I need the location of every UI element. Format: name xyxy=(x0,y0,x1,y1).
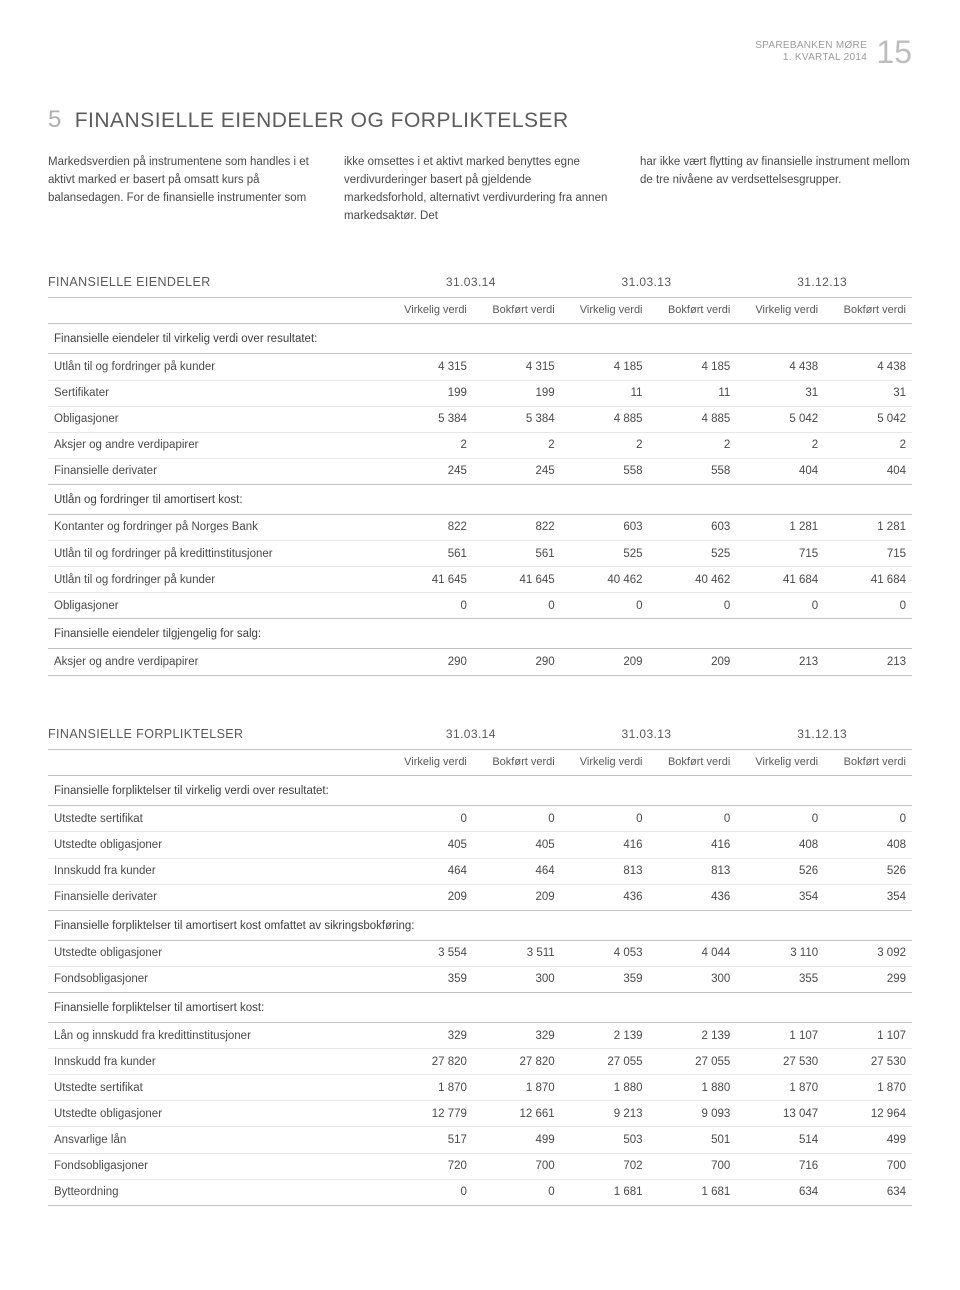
table-row: Innskudd fra kunder464464813813526526 xyxy=(48,858,912,884)
note-title: 5 FINANSIELLE EIENDELER OG FORPLIKTELSER xyxy=(48,103,912,137)
table-row: Utlån til og fordringer på kunder4 3154 … xyxy=(48,354,912,380)
table-row: Obligasjoner5 3845 3844 8854 8855 0425 0… xyxy=(48,406,912,432)
section-heading: Finansielle forpliktelser til virkelig v… xyxy=(48,776,912,806)
section-heading: Utlån og fordringer til amortisert kost: xyxy=(48,484,912,514)
table-row: Utstedte obligasjoner3 5543 5114 0534 04… xyxy=(48,940,912,966)
table-financial-assets: FINANSIELLE EIENDELER 31.03.14 31.03.13 … xyxy=(48,268,912,676)
col-bokfort: Bokført verdi xyxy=(473,750,561,776)
col-virkelig: Virkelig verdi xyxy=(736,298,824,324)
table-row: Fondsobligasjoner720700702700716700 xyxy=(48,1153,912,1179)
table2-date-0: 31.03.14 xyxy=(385,720,561,750)
table-financial-liabilities: FINANSIELLE FORPLIKTELSER 31.03.14 31.03… xyxy=(48,720,912,1206)
table-row: Kontanter og fordringer på Norges Bank82… xyxy=(48,514,912,540)
section-heading: Finansielle forpliktelser til amortisert… xyxy=(48,992,912,1022)
table-row: Finansielle derivater245245558558404404 xyxy=(48,458,912,484)
table-row: Innskudd fra kunder27 82027 82027 05527 … xyxy=(48,1049,912,1075)
brand-line-1: SPAREBANKEN MØRE xyxy=(755,40,867,51)
table-row: Aksjer og andre verdipapirer222222 xyxy=(48,432,912,458)
intro-col-1: Markedsverdien på instrumentene som hand… xyxy=(48,154,320,225)
col-bokfort: Bokført verdi xyxy=(824,298,912,324)
col-bokfort: Bokført verdi xyxy=(473,298,561,324)
table-row: Lån og innskudd fra kredittinstitusjoner… xyxy=(48,1023,912,1049)
note-number: 5 xyxy=(48,103,61,137)
brand-line-2: 1. KVARTAL 2014 xyxy=(783,52,867,63)
intro-col-3: har ikke vært flytting av finansielle in… xyxy=(640,154,912,225)
page-header: SPAREBANKEN MØRE 1. KVARTAL 2014 15 xyxy=(48,30,912,75)
col-bokfort: Bokført verdi xyxy=(824,750,912,776)
col-bokfort: Bokført verdi xyxy=(649,298,737,324)
table1-date-1: 31.03.13 xyxy=(561,268,737,298)
col-virkelig: Virkelig verdi xyxy=(561,298,649,324)
table-row: Utstedte obligasjoner405405416416408408 xyxy=(48,832,912,858)
table2-date-2: 31.12.13 xyxy=(736,720,912,750)
col-virkelig: Virkelig verdi xyxy=(385,750,473,776)
page-number: 15 xyxy=(876,30,912,75)
table1-date-2: 31.12.13 xyxy=(736,268,912,298)
section-heading: Finansielle forpliktelser til amortisert… xyxy=(48,910,912,940)
table-row: Sertifikater19919911113131 xyxy=(48,380,912,406)
col-bokfort: Bokført verdi xyxy=(649,750,737,776)
table-row: Obligasjoner000000 xyxy=(48,593,912,619)
table-row: Utstedte sertifikat000000 xyxy=(48,806,912,832)
table-row: Ansvarlige lån517499503501514499 xyxy=(48,1127,912,1153)
col-virkelig: Virkelig verdi xyxy=(561,750,649,776)
table-row: Fondsobligasjoner359300359300355299 xyxy=(48,966,912,992)
col-virkelig: Virkelig verdi xyxy=(385,298,473,324)
section-heading: Finansielle eiendeler tilgjengelig for s… xyxy=(48,619,912,649)
intro-columns: Markedsverdien på instrumentene som hand… xyxy=(48,154,912,225)
note-title-text: FINANSIELLE EIENDELER OG FORPLIKTELSER xyxy=(75,106,569,135)
table-row: Utlån til og fordringer på kredittinstit… xyxy=(48,541,912,567)
table1-heading: FINANSIELLE EIENDELER xyxy=(48,268,385,298)
table-row: Bytteordning001 6811 681634634 xyxy=(48,1179,912,1205)
table2-heading: FINANSIELLE FORPLIKTELSER xyxy=(48,720,385,750)
table1-date-0: 31.03.14 xyxy=(385,268,561,298)
col-virkelig: Virkelig verdi xyxy=(736,750,824,776)
table-row: Utlån til og fordringer på kunder41 6454… xyxy=(48,567,912,593)
brand-block: SPAREBANKEN MØRE 1. KVARTAL 2014 xyxy=(755,40,867,64)
table-row: Finansielle derivater209209436436354354 xyxy=(48,884,912,910)
intro-col-2: ikke omsettes i et aktivt marked benytte… xyxy=(344,154,616,225)
table-row: Aksjer og andre verdipapirer290290209209… xyxy=(48,649,912,675)
section-heading: Finansielle eiendeler til virkelig verdi… xyxy=(48,324,912,354)
table-row: Utstedte sertifikat1 8701 8701 8801 8801… xyxy=(48,1075,912,1101)
table2-date-1: 31.03.13 xyxy=(561,720,737,750)
table-row: Utstedte obligasjoner12 77912 6619 2139 … xyxy=(48,1101,912,1127)
